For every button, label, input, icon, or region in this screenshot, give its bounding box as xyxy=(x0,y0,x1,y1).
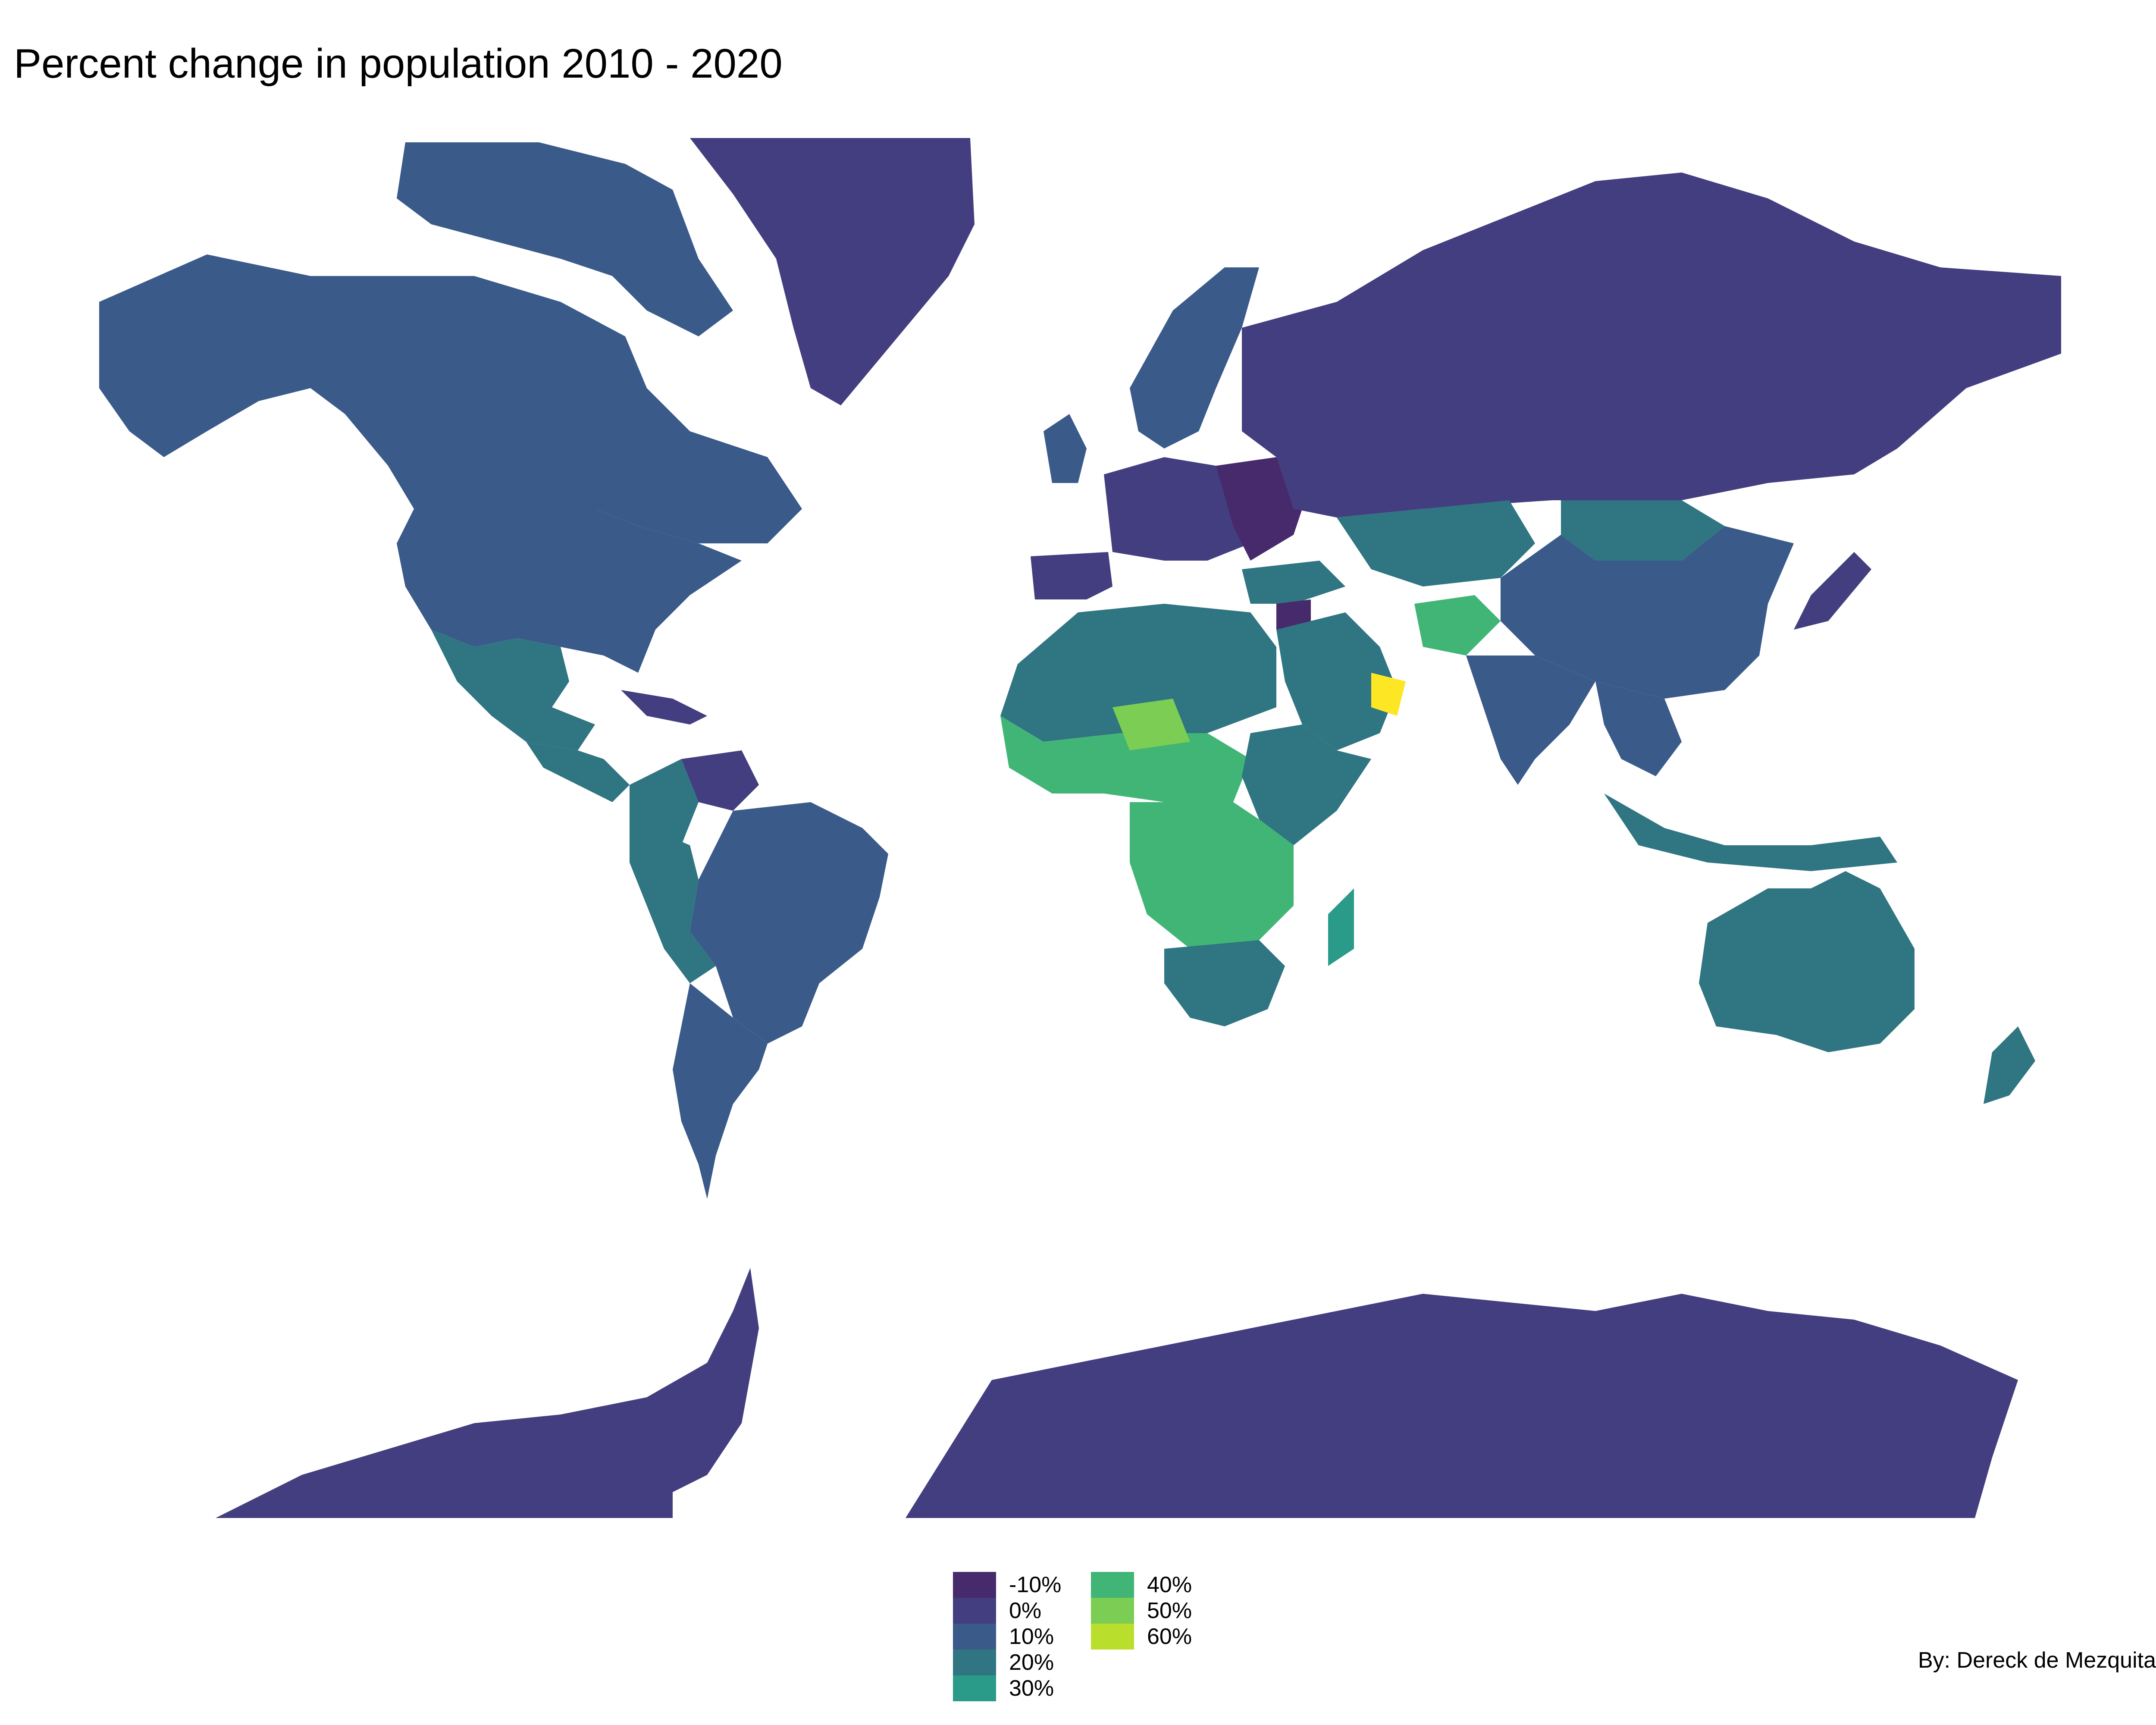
region-oman-uae xyxy=(1371,673,1406,716)
region-east-africa xyxy=(1242,724,1371,845)
legend-label: 10% xyxy=(1009,1624,1054,1649)
legend-swatch xyxy=(953,1598,996,1624)
region-china xyxy=(1501,526,1794,699)
legend-item: 60% xyxy=(1091,1624,1229,1650)
region-new-zealand xyxy=(1984,1026,2035,1104)
region-syria xyxy=(1276,599,1311,630)
legend-item: 50% xyxy=(1091,1598,1229,1624)
region-southeast-asia xyxy=(1595,681,1682,776)
region-india xyxy=(1466,656,1595,785)
legend-label: -10% xyxy=(1009,1572,1062,1597)
region-brazil xyxy=(690,802,888,1044)
region-turkey xyxy=(1242,561,1345,604)
legend-swatch xyxy=(953,1624,996,1650)
legend-swatch xyxy=(953,1675,996,1701)
legend-label: 20% xyxy=(1009,1650,1054,1675)
legend-item: 30% xyxy=(953,1675,1091,1701)
region-niger xyxy=(1112,699,1190,750)
region-central-africa xyxy=(1130,802,1294,949)
legend-swatch xyxy=(953,1572,996,1598)
region-uk xyxy=(1044,414,1087,483)
legend-swatch xyxy=(1091,1598,1134,1624)
legend-label: 40% xyxy=(1147,1572,1192,1597)
map-title: Percent change in population 2010 - 2020 xyxy=(14,41,783,87)
region-western-europe xyxy=(1104,457,1250,561)
legend-label: 0% xyxy=(1009,1598,1042,1623)
region-argentina-chile xyxy=(673,983,768,1199)
region-caribbean xyxy=(621,690,707,724)
legend-item: 20% xyxy=(953,1650,1091,1675)
credit-text: By: Dereck de Mezquita xyxy=(1918,1648,2156,1673)
region-australia xyxy=(1699,871,1915,1052)
region-mongolia xyxy=(1561,500,1725,561)
legend-swatch xyxy=(1091,1624,1134,1650)
legend-swatch xyxy=(953,1650,996,1675)
region-usa xyxy=(397,509,742,673)
legend-label: 60% xyxy=(1147,1624,1192,1649)
region-colombia xyxy=(630,759,699,845)
legend-item: 40% xyxy=(1091,1572,1229,1598)
region-arctic-islands xyxy=(397,142,733,336)
legend-label: 50% xyxy=(1147,1598,1192,1623)
region-madagascar xyxy=(1328,888,1354,966)
legend-item: 10% xyxy=(953,1624,1091,1650)
region-antarctica-east xyxy=(906,1294,2018,1518)
legend-swatch xyxy=(1091,1572,1134,1598)
region-iberia xyxy=(1031,552,1112,599)
region-venezuela xyxy=(681,750,759,811)
legend-label: 30% xyxy=(1009,1676,1054,1701)
region-central-america xyxy=(526,742,630,802)
region-greenland xyxy=(690,138,975,405)
region-scandinavia xyxy=(1130,267,1259,448)
region-peru-bolivia xyxy=(630,819,716,983)
region-central-asia xyxy=(1337,500,1535,586)
region-canada xyxy=(310,276,802,543)
region-alaska xyxy=(99,254,310,457)
region-japan xyxy=(1794,552,1871,630)
legend-item: -10% xyxy=(953,1572,1091,1598)
region-iran-afghanistan xyxy=(1414,595,1501,656)
region-southern-africa xyxy=(1164,940,1285,1026)
region-antarctica-west xyxy=(216,1268,759,1518)
region-indonesia xyxy=(1604,794,1897,871)
region-mexico xyxy=(431,630,595,750)
region-north-africa xyxy=(1000,604,1276,742)
region-russia xyxy=(1242,172,2061,518)
legend-item: 0% xyxy=(953,1598,1091,1624)
region-arabia xyxy=(1276,612,1397,750)
